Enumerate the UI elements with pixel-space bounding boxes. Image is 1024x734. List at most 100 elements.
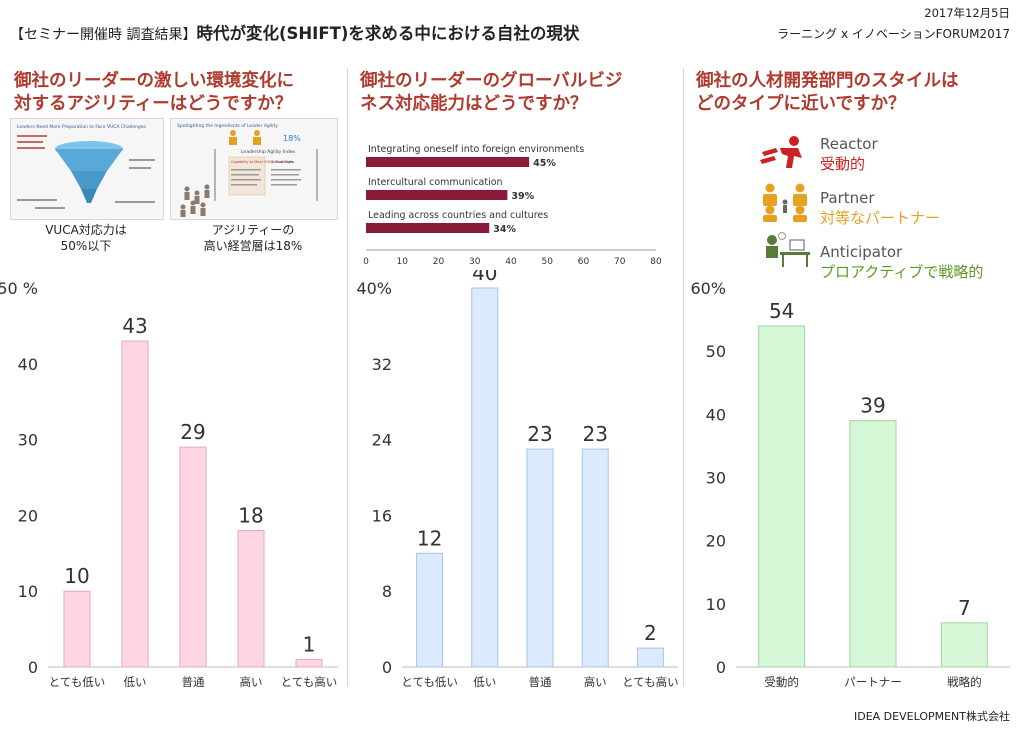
x-category-label: とても低い [49, 675, 106, 689]
y-tick-label: 0 [28, 658, 38, 677]
x-category-label: 高い [584, 675, 607, 689]
y-tick-label: 40% [356, 279, 392, 298]
bar-value-label: 39 [860, 394, 885, 418]
x-category-label: 低い [473, 675, 496, 689]
x-category-label: 低い [124, 675, 147, 689]
inset-bar-label: Integrating oneself into foreign environ… [368, 144, 584, 155]
date-label: 2017年12月5日 [924, 6, 1010, 20]
agility-thumb-title: Spotlighting the Ingredients of Leader A… [177, 123, 278, 129]
bar [416, 552, 444, 668]
bar [758, 325, 806, 668]
inset-tick-label: 60 [578, 257, 590, 267]
agility-thumbnail: Spotlighting the Ingredients of Leader A… [170, 118, 338, 220]
y-tick-label: 10 [18, 582, 38, 601]
bar [63, 590, 91, 668]
bar [940, 622, 988, 668]
y-tick-label: 20 [706, 532, 726, 551]
x-category-label: 普通 [182, 675, 205, 689]
x-category-label: 戦略的 [947, 675, 982, 689]
x-category-label: 受動的 [764, 675, 799, 689]
inset-tick-label: 10 [397, 257, 409, 267]
bar [526, 448, 554, 668]
legend-partner-en: Partner [820, 189, 875, 207]
running-person-icon [760, 136, 802, 168]
panel3-question: 御社の人材開発部門のスタイルは どのタイプに近いですか？ [696, 70, 1016, 116]
bar-value-label: 23 [527, 422, 552, 446]
agility-caption-line1: アジリティーの [211, 223, 295, 237]
bar-value-label: 29 [180, 420, 205, 444]
inset-bar-label: Leading across countries and cultures [368, 210, 548, 221]
leader-figures-icon [229, 130, 261, 145]
inset-bar-value: 45% [533, 158, 556, 169]
desk-worker-icon [766, 232, 810, 267]
y-tick-label: 32 [372, 355, 392, 374]
y-tick-label: 0 [716, 658, 726, 677]
y-tick-label: 60% [690, 279, 726, 298]
bar [295, 658, 323, 668]
inset-tick-label: 70 [614, 257, 626, 267]
y-tick-label: 30 [706, 469, 726, 488]
inset-bar [366, 223, 490, 233]
inset-tick-label: 20 [433, 257, 445, 267]
agility-bar-chart: 0 10 20 30 40 50 % 10 とても低い 43 低い 29 普通 18 高い 1 とても高い [0, 279, 338, 689]
panel1-question-line2: 対するアジリティーはどうですか？ [14, 94, 293, 114]
agility-caption: アジリティーの 高い経営層は18% [170, 222, 336, 254]
y-tick-label: 8 [382, 582, 392, 601]
inset-tick-label: 50 [542, 257, 554, 267]
x-category-label: とても高い [622, 675, 679, 689]
x-category-label: パートナー [844, 675, 902, 689]
vuca-caption: VUCA対応力は 50%以下 [10, 222, 162, 254]
panel-divider [347, 68, 348, 686]
panel3-question-line1: 御社の人材開発部門のスタイルは [696, 71, 959, 91]
y-tick-label: 16 [372, 506, 392, 525]
bar-value-label: 2 [644, 621, 657, 645]
footer-company: IDEA DEVELOPMENT株式会社 [854, 710, 1010, 723]
bar [849, 420, 897, 668]
y-tick-label: 30 [18, 431, 38, 450]
y-tick-label: 24 [372, 431, 392, 450]
inset-bar [366, 157, 530, 167]
agility-image: Spotlighting the Ingredients of Leader A… [177, 123, 318, 217]
legend-partner-ja: 対等なパートナー [820, 209, 941, 227]
vuca-caption-line1: VUCA対応力は [45, 223, 127, 237]
panel1-question-line1: 御社のリーダーの激しい環境変化に [14, 71, 294, 91]
agility-stat: 18% [283, 134, 301, 143]
x-category-label: 普通 [529, 675, 552, 689]
panel2-question-line1: 御社のリーダーのグローバルビジ [360, 71, 623, 91]
bar-value-label: 7 [958, 596, 971, 620]
global-skills-inset-chart: Integrating oneself into foreign environ… [356, 138, 674, 270]
inset-bar-value: 39% [511, 191, 534, 202]
legend-anticipator-en: Anticipator [820, 243, 903, 261]
page-title: 【セミナー開催時 調査結果】時代が変化(SHIFT)を求める中における自社の現状 [10, 20, 579, 44]
bar-value-label: 43 [122, 314, 147, 338]
panel1-question: 御社のリーダーの激しい環境変化に 対するアジリティーはどうですか？ [14, 70, 344, 116]
bar-value-label: 1 [303, 632, 316, 656]
bar-value-label: 40 [472, 270, 497, 285]
agility-subtitle: Leadership Agility Index [241, 149, 295, 155]
y-tick-label: 20 [18, 506, 38, 525]
panel2-question: 御社のリーダーのグローバルビジ ネス対応能力はどうですか？ [360, 70, 680, 116]
legend-anticipator-ja: プロアクティブで戦略的 [820, 263, 984, 281]
panel-divider [683, 68, 684, 686]
legend-anticipator: Anticipator プロアクティブで戦略的 [820, 242, 983, 282]
vuca-tornado-image: Leaders Need More Preparation to Face VU… [17, 124, 155, 209]
bar-value-label: 18 [238, 504, 263, 528]
y-tick-label: 50 [706, 342, 726, 361]
inset-bar [366, 190, 508, 200]
hr-style-bar-chart: 0 10 20 30 40 50 60% 54 受動的 39 パートナー 7 戦略的 [690, 279, 1010, 689]
bar [471, 287, 499, 668]
bar-value-label: 23 [582, 422, 607, 446]
x-category-label: とても低い [401, 675, 458, 689]
bar-value-label: 10 [64, 564, 89, 588]
legend-reactor: Reactor 受動的 [820, 134, 878, 174]
vuca-thumb-title: Leaders Need More Preparation to Face VU… [17, 124, 146, 130]
inset-bar-value: 34% [493, 224, 516, 235]
title-main: 時代が変化(SHIFT)を求める中における自社の現状 [196, 24, 580, 43]
legend-partner: Partner 対等なパートナー [820, 188, 940, 228]
inset-tick-label: 30 [469, 257, 481, 267]
inset-tick-label: 40 [505, 257, 517, 267]
x-category-label: とても高い [281, 675, 338, 689]
global-ability-bar-chart: 0 8 16 24 32 40% 12 とても低い 40 低い 23 普通 23 高い 2 とても高い [356, 270, 679, 689]
bar-value-label: 54 [769, 299, 794, 323]
style-legend: Reactor 受動的 Partner 対等なパートナー Anticipator… [758, 132, 1018, 281]
